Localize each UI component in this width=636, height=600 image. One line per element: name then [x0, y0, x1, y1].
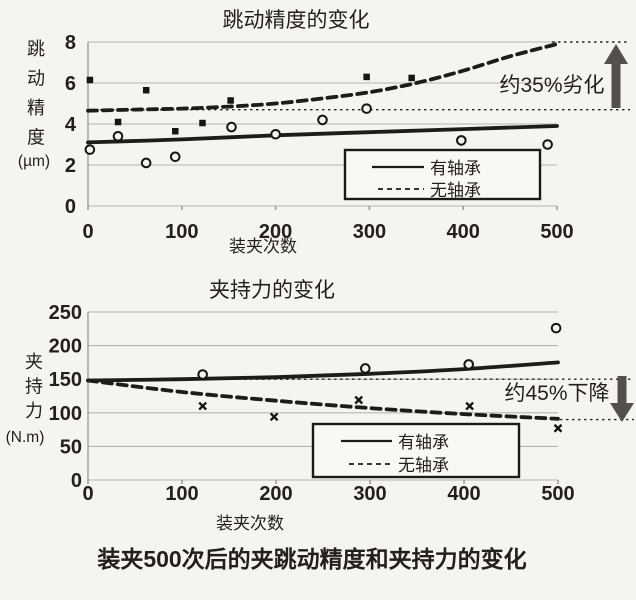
y-tick-label: 200 — [49, 336, 82, 358]
scatter-point-circle — [542, 139, 553, 150]
top-legend-box — [343, 148, 542, 201]
scatter-point-x — [198, 401, 208, 411]
y-tick-label: 2 — [65, 155, 76, 177]
series-line-solid — [86, 124, 559, 145]
bottom-x-axis-label: 装夹次数 — [216, 514, 284, 533]
bottom-chart-title: 夹持力的变化 — [209, 279, 335, 302]
scatter-point-circle — [112, 131, 124, 142]
x-tick-label: 400 — [447, 483, 480, 505]
y-axis-label-char: 度 — [27, 128, 45, 148]
arrow-up-icon — [604, 44, 628, 108]
scatter-point-circle — [270, 128, 281, 140]
top-chart-title: 跳动精度的变化 — [223, 9, 370, 32]
x-tick-label: 200 — [259, 221, 292, 243]
top-x-axis-label: 装夹次数 — [229, 237, 297, 256]
y-axis-label-char: 动 — [27, 69, 45, 89]
scatter-point-circle — [140, 157, 152, 169]
series-line-solid — [86, 360, 560, 383]
series-line-dashed — [86, 378, 560, 421]
bottom-legend-label-dashed: 无轴承 — [398, 456, 449, 475]
scatter-point-square — [142, 86, 150, 94]
bottom-y-unit-label: (N.m) — [6, 429, 45, 446]
x-tick-label: 100 — [165, 221, 198, 243]
y-axis-label-char: 夹 — [25, 352, 43, 372]
scatter-point-square — [227, 97, 234, 104]
x-tick-label: 400 — [447, 221, 480, 243]
figure-caption: 装夹500次后的夹跳动精度和夹持力的变化 — [97, 546, 526, 572]
y-tick-label: 250 — [49, 302, 82, 324]
scatter-point-circle — [197, 369, 208, 380]
scatter-point-square — [114, 118, 122, 126]
y-tick-label: 6 — [65, 73, 76, 95]
y-tick-label: 4 — [65, 114, 77, 136]
scatter-point-x — [354, 395, 364, 405]
scatter-point-x — [269, 412, 279, 422]
top-legend-label-solid: 有轴承 — [430, 159, 481, 178]
scatter-point-x — [465, 401, 474, 411]
y-axis-label-char: 力 — [25, 401, 43, 421]
series-line-dashed — [86, 42, 559, 113]
scatter-point-square — [86, 76, 94, 84]
arrow-down-icon — [610, 376, 634, 422]
top-annotation-label: 约35%劣化 — [499, 74, 604, 97]
scatter-point-x — [553, 423, 563, 433]
x-tick-label: 200 — [259, 483, 292, 505]
y-tick-label: 0 — [71, 470, 82, 492]
scatter-point-circle — [84, 144, 96, 155]
x-tick-label: 300 — [353, 221, 386, 243]
bottom-chart-plot: 0 50 100 150 200 250 0 100 200 300 400 500 夹持力 — [25, 302, 634, 505]
scatter-point-circle — [550, 322, 562, 334]
scatter-point-square — [363, 73, 370, 81]
y-axis-label-char: 持 — [25, 377, 43, 397]
y-tick-label: 0 — [65, 196, 76, 218]
scatter-point-circle — [361, 103, 372, 114]
x-tick-label: 300 — [353, 483, 386, 505]
scatter-point-circle — [456, 135, 467, 146]
y-tick-label: 50 — [60, 436, 82, 458]
y-tick-label: 150 — [49, 369, 82, 391]
bottom-legend-label-solid: 有轴承 — [398, 433, 449, 452]
bottom-annotation-label: 约45%下降 — [504, 382, 609, 405]
x-tick-label: 500 — [541, 483, 574, 505]
scatter-point-circle — [169, 151, 181, 163]
bottom-legend-box — [311, 422, 521, 479]
scatter-point-circle — [317, 114, 328, 126]
y-tick-label: 8 — [65, 32, 76, 54]
x-tick-label: 0 — [82, 483, 93, 505]
scatter-point-circle — [463, 359, 475, 370]
x-tick-label: 100 — [165, 483, 198, 505]
y-axis-label-char: 跳 — [27, 39, 45, 59]
scatter-point-square — [172, 127, 179, 135]
scatter-point-square — [408, 74, 415, 82]
y-axis-label-char: 精 — [27, 98, 45, 118]
x-tick-label: 500 — [540, 221, 573, 243]
y-tick-label: 100 — [49, 403, 82, 425]
top-legend-label-dashed: 无轴承 — [430, 181, 481, 200]
x-tick-label: 0 — [82, 221, 93, 243]
scatter-point-square — [199, 119, 206, 127]
scatter-point-circle — [226, 121, 237, 133]
top-y-unit-label: (µm) — [18, 153, 50, 170]
scatter-point-circle — [360, 363, 371, 374]
